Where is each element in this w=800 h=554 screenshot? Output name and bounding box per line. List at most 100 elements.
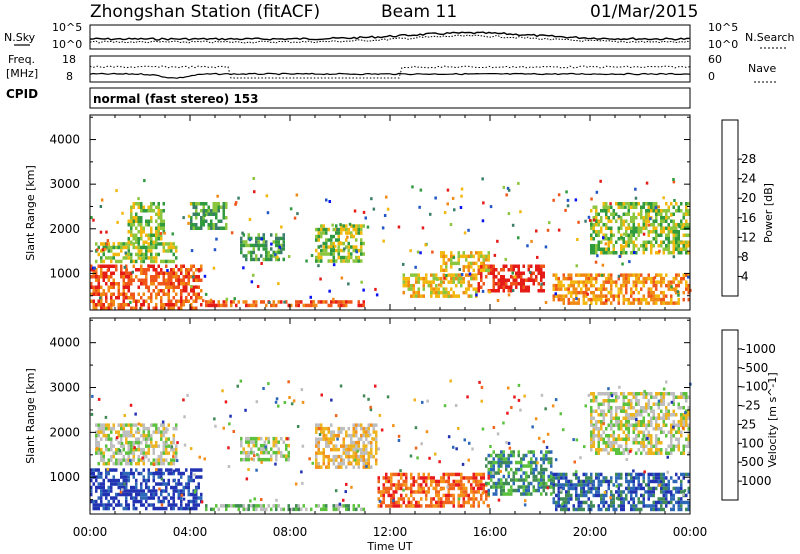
- echo-cell: [507, 293, 511, 297]
- echo-cell: [157, 496, 160, 500]
- echo-cell: [605, 490, 608, 494]
- x-tick-label: 00:00: [673, 525, 708, 539]
- echo-cell: [660, 276, 663, 281]
- echo-cell: [640, 423, 643, 427]
- echo-cell: [385, 486, 388, 491]
- echo-cell: [600, 409, 603, 413]
- echo-cell: [665, 409, 668, 413]
- echo-cell: [507, 492, 510, 496]
- echo-cell: [627, 226, 630, 230]
- echo-cell: [420, 294, 423, 298]
- echo-cell: [557, 294, 560, 298]
- echo-cell: [610, 233, 613, 237]
- echo-cell: [119, 490, 123, 494]
- echo-cell: [337, 238, 340, 242]
- echo-cell: [367, 430, 370, 434]
- echo-cell: [277, 243, 280, 248]
- echo-cell: [682, 413, 685, 417]
- echo-cell: [145, 209, 148, 213]
- echo-cell: [102, 252, 105, 257]
- echo-cell: [505, 457, 508, 461]
- echo-cell: [582, 472, 585, 477]
- echo-cell: [495, 453, 498, 458]
- echo-cell: [667, 205, 670, 209]
- echo-cell: [125, 475, 128, 479]
- echo-cell: [352, 451, 355, 455]
- echo-cell: [407, 497, 410, 501]
- echo-cell: [110, 256, 113, 260]
- echo-cell: [667, 240, 670, 244]
- echo-cell: [325, 454, 328, 459]
- echo-cell: [182, 289, 185, 293]
- echo-cell: [507, 471, 510, 475]
- echo-cell: [152, 264, 155, 268]
- echo-cell: [667, 413, 670, 417]
- echo-cell: [150, 216, 153, 220]
- echo-cell: [585, 280, 588, 284]
- echo-cell: [275, 450, 278, 455]
- echo-cell: [240, 440, 243, 444]
- echo-cell: [130, 292, 133, 296]
- station-title: Zhongshan Station (fitACF): [90, 2, 320, 22]
- echo-cell: [327, 430, 330, 434]
- echo-cell: [627, 420, 630, 424]
- echo-cell: [600, 297, 603, 302]
- echo-cell: [197, 292, 200, 296]
- echo-cell: [275, 397, 279, 401]
- echo-cell: [147, 237, 150, 241]
- echo-cell: [592, 423, 595, 427]
- echo-cell: [130, 205, 133, 209]
- echo-cell: [152, 209, 155, 213]
- echo-cell: [137, 268, 140, 272]
- echo-cell: [397, 500, 400, 505]
- echo-cell: [247, 450, 250, 455]
- echo-cell: [160, 216, 163, 220]
- echo-cell: [152, 306, 155, 310]
- echo-cell: [390, 486, 393, 491]
- echo-cell: [672, 301, 675, 305]
- echo-cell: [665, 413, 668, 417]
- echo-cell: [650, 247, 653, 251]
- x-tick-label: 00:00: [73, 525, 108, 539]
- echo-cell: [180, 499, 183, 504]
- echo-cell: [492, 426, 496, 429]
- echo-cell: [532, 478, 535, 482]
- echo-cell: [310, 303, 313, 308]
- echo-cell: [120, 275, 123, 279]
- echo-cell: [167, 503, 170, 507]
- echo-cell: [562, 276, 565, 281]
- echo-cell: [680, 430, 683, 434]
- echo-cell: [137, 256, 140, 260]
- echo-cell: [667, 479, 670, 484]
- echo-cell: [95, 440, 98, 445]
- echo-cell: [260, 457, 263, 462]
- echo-cell: [310, 254, 314, 257]
- echo-cell: [360, 454, 363, 459]
- echo-cell: [345, 255, 348, 260]
- echo-cell: [597, 437, 600, 441]
- echo-cell: [315, 259, 318, 263]
- echo-cell: [536, 461, 539, 465]
- echo-cell: [660, 212, 663, 216]
- echo-cell: [505, 460, 508, 465]
- echo-cell: [377, 486, 380, 491]
- echo-cell: [522, 488, 525, 493]
- echo-cell: [675, 273, 678, 277]
- echo-cell: [585, 287, 588, 291]
- echo-cell: [461, 462, 465, 466]
- echo-cell: [645, 226, 648, 230]
- echo-cell: [662, 430, 665, 434]
- echo-cell: [265, 450, 268, 455]
- echo-cell: [165, 249, 168, 253]
- echo-cell: [270, 247, 273, 251]
- echo-cell: [229, 414, 232, 418]
- echo-cell: [467, 283, 470, 288]
- echo-cell: [457, 276, 460, 281]
- echo-cell: [632, 205, 635, 209]
- echo-cell: [505, 481, 508, 486]
- echo-cell: [117, 451, 120, 455]
- echo-cell: [242, 300, 245, 304]
- echo-cell: [160, 461, 163, 466]
- echo-cell: [552, 472, 555, 477]
- echo-cell: [660, 416, 663, 420]
